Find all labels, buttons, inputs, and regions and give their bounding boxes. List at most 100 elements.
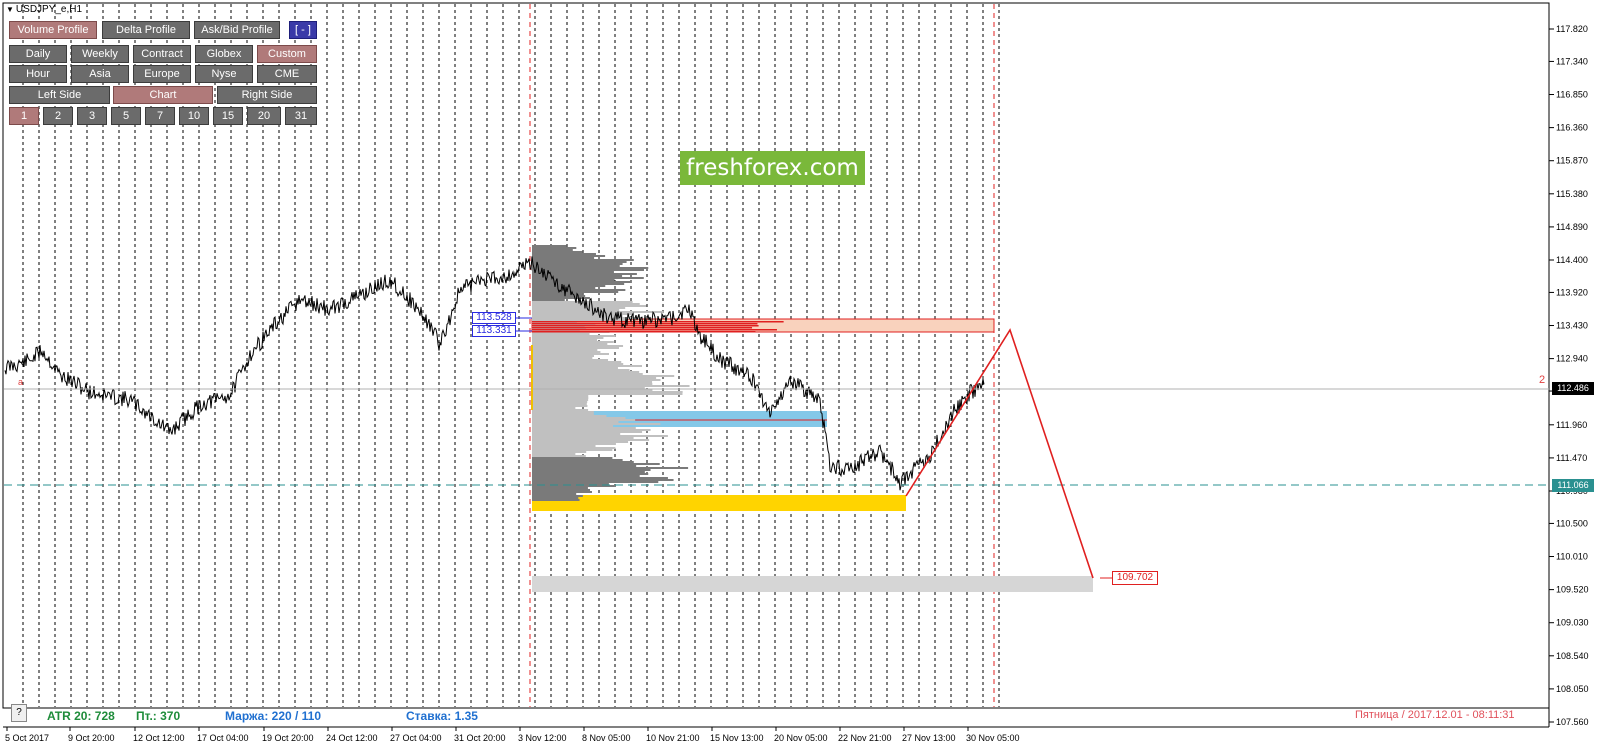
period-globex-button[interactable]: Globex [195, 45, 253, 63]
profile-bar [532, 499, 580, 501]
va-high-label: 113.528 [472, 312, 516, 324]
profile-bar [532, 453, 576, 455]
window-title-text: USDJPY_e,H1 [15, 4, 83, 15]
profile-bar [532, 337, 604, 339]
count-7-button[interactable]: 7 [145, 107, 175, 125]
profile-bar [532, 349, 598, 351]
profile-bar [532, 293, 583, 295]
profile-bar [532, 365, 642, 367]
price-tick-label: 108.540 [1556, 651, 1589, 661]
profile-bar [532, 333, 590, 335]
volume-profile-button[interactable]: Volume Profile [9, 21, 97, 39]
profile-bar [532, 481, 659, 483]
profile-bar [532, 369, 630, 371]
profile-bar [532, 489, 591, 491]
profile-bar [532, 385, 690, 387]
price-tick-label: 109.030 [1556, 618, 1589, 628]
profile-bar [532, 483, 609, 485]
price-tick-label: 117.820 [1556, 24, 1588, 34]
period-weekly-button[interactable]: Weekly [71, 45, 129, 63]
time-axis-ticks: 5 Oct 2017 9 Oct 20:00 12 Oct 12:00 17 Oct … [5, 727, 1020, 743]
period-daily-button[interactable]: Daily [9, 45, 67, 63]
collapse-icon[interactable]: ▼ [6, 5, 14, 14]
count-31-button[interactable]: 31 [285, 107, 317, 125]
profile-bar [532, 299, 565, 301]
count-1-button[interactable]: 1 [9, 107, 39, 125]
rate-info: Ставка: 1.35 [406, 709, 478, 723]
collapse-panel-button[interactable]: [ - ] [289, 21, 317, 39]
count-3-button[interactable]: 3 [77, 107, 107, 125]
profile-bar [532, 411, 594, 413]
profile-bar [532, 261, 627, 263]
time-tick-label: 12 Oct 12:00 [133, 733, 185, 743]
profile-bar [532, 271, 614, 273]
target-zone[interactable] [532, 576, 1093, 592]
profile-bar [532, 289, 626, 291]
target-price-label: 109.702 [1112, 571, 1158, 585]
profile-peak-bar [532, 329, 777, 331]
profile-bar [532, 491, 592, 493]
price-zones [531, 318, 1093, 592]
left-marker: a [18, 377, 24, 387]
profile-peak-bar [532, 331, 756, 333]
support-zone[interactable] [532, 495, 906, 511]
session-asia-button[interactable]: Asia [71, 65, 129, 83]
window-title: ▼ USDJPY_e,H1 [6, 4, 82, 15]
period-custom-button[interactable]: Custom [257, 45, 317, 63]
price-tick-label: 111.470 [1556, 453, 1587, 463]
va-low-label: 113.331 [472, 325, 516, 337]
time-tick-label: 31 Oct 20:00 [454, 733, 506, 743]
profile-bar [532, 255, 606, 257]
price-tick-label: 113.920 [1556, 287, 1588, 297]
profile-bar [532, 447, 616, 449]
price-tick-label: 117.340 [1556, 56, 1588, 66]
count-10-button[interactable]: 10 [179, 107, 209, 125]
ask-bid-profile-button[interactable]: Ask/Bid Profile [194, 21, 280, 39]
profile-bar [532, 441, 629, 443]
profile-bar [532, 497, 579, 499]
right-side-button[interactable]: Right Side [217, 86, 317, 104]
profile-peak-bar [532, 327, 753, 329]
profile-bar [532, 375, 675, 377]
time-tick-label: 22 Nov 21:00 [838, 733, 892, 743]
profile-bar [532, 457, 613, 459]
time-tick-label: 30 Nov 05:00 [966, 733, 1020, 743]
count-20-button[interactable]: 20 [247, 107, 281, 125]
profile-bar [532, 247, 577, 249]
profile-bar [532, 383, 653, 385]
profile-bar [532, 439, 650, 441]
time-tick-label: 20 Nov 05:00 [774, 733, 828, 743]
session-nyse-button[interactable]: Nyse [195, 65, 253, 83]
forecast-path[interactable] [905, 328, 1094, 579]
price-tick-label: 111.960 [1556, 420, 1587, 430]
session-hour-button[interactable]: Hour [9, 65, 67, 83]
chart-button[interactable]: Chart [113, 86, 213, 104]
profile-bar [532, 405, 588, 407]
profile-bar [532, 371, 640, 373]
profile-bar [532, 469, 651, 471]
profile-bar [532, 493, 577, 495]
session-cme-button[interactable]: CME [257, 65, 317, 83]
session-europe-button[interactable]: Europe [133, 65, 191, 83]
profile-bar [532, 265, 620, 267]
help-button[interactable]: ? [11, 704, 27, 722]
count-15-button[interactable]: 15 [213, 107, 243, 125]
profile-bar [532, 479, 674, 481]
profile-bar [532, 367, 618, 369]
left-side-button[interactable]: Left Side [9, 86, 110, 104]
profile-bar [532, 467, 689, 469]
profile-bar [532, 317, 640, 319]
profile-bar [532, 347, 619, 349]
time-tick-label: 3 Nov 12:00 [518, 733, 567, 743]
price-series [4, 256, 985, 491]
delta-profile-button[interactable]: Delta Profile [102, 21, 190, 39]
count-2-button[interactable]: 2 [43, 107, 73, 125]
profile-bar [532, 291, 619, 293]
profile-bar [532, 395, 589, 397]
profile-bar [532, 407, 576, 409]
period-contract-button[interactable]: Contract [133, 45, 191, 63]
profile-bar [532, 311, 664, 313]
count-5-button[interactable]: 5 [111, 107, 141, 125]
